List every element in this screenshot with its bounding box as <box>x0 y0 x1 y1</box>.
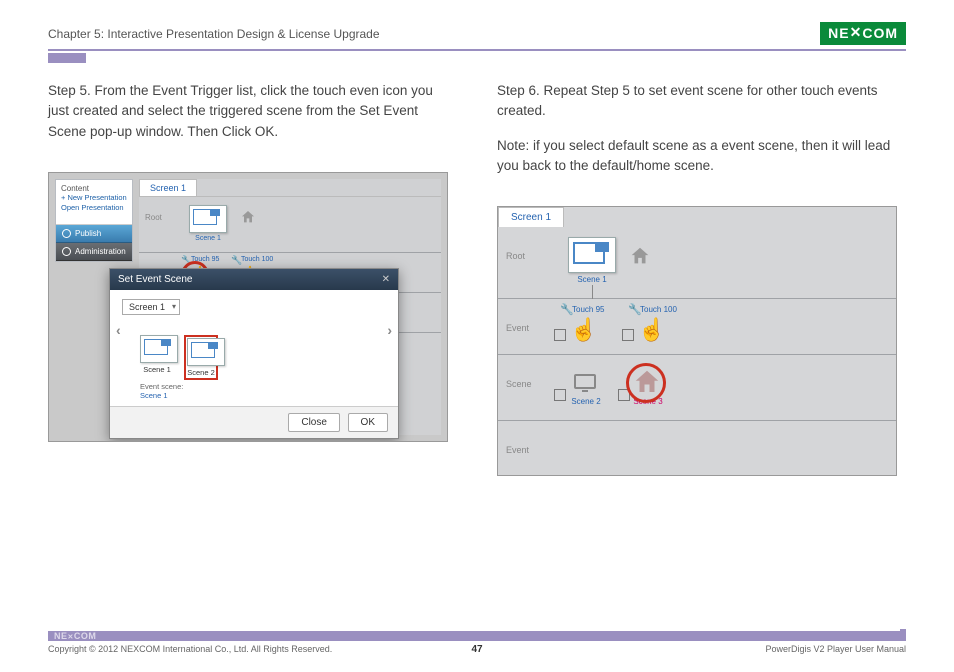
checkbox-icon[interactable] <box>622 329 634 341</box>
close-icon[interactable]: ✕ <box>382 274 390 285</box>
touch100-label: Touch 100 <box>241 256 273 263</box>
touch-hand-icon[interactable]: ☝ <box>570 317 597 343</box>
checkbox-icon[interactable] <box>554 329 566 341</box>
sidebar-admin-button[interactable]: Administration <box>56 243 132 261</box>
gear-icon <box>62 229 71 238</box>
home-icon <box>239 209 257 225</box>
close-button[interactable]: Close <box>288 413 340 432</box>
scene1-label: Scene 1 <box>189 235 227 242</box>
step5-text: Step 5. From the Event Trigger list, cli… <box>48 81 457 142</box>
brand-logo: NE✕COM <box>820 22 906 45</box>
screenshot-step6: Screen 1 Root Scene 1 Event 🔧 <box>497 206 897 476</box>
scene1-option[interactable]: Scene 1 <box>140 335 174 380</box>
sidebar-heading: Content <box>61 184 127 193</box>
prev-arrow[interactable]: ‹ <box>116 322 121 338</box>
touch100-label: Touch 100 <box>640 305 677 314</box>
set-event-scene-dialog: Set Event Scene ✕ Screen 1 ‹ › Scene 1 <box>109 268 399 439</box>
next-arrow[interactable]: › <box>387 322 392 338</box>
highlight-ring <box>626 363 666 403</box>
connector-line <box>592 285 593 299</box>
chapter-title: Chapter 5: Interactive Presentation Desi… <box>48 27 380 41</box>
tab-screen1[interactable]: Screen 1 <box>139 179 197 196</box>
checkbox-icon[interactable] <box>554 389 566 401</box>
gear-icon <box>62 247 71 256</box>
logo-text: NE✕COM <box>820 22 906 45</box>
scene1-thumb[interactable] <box>568 237 616 273</box>
row-label-event2: Event <box>506 445 529 455</box>
monitor-icon <box>570 371 600 395</box>
header-tab <box>48 53 86 63</box>
row-label-root: Root <box>145 213 162 222</box>
scene2-label: Scene 2 <box>566 397 606 406</box>
footer-bar: NE✕COM <box>48 631 906 641</box>
touch95-label: Touch 95 <box>572 305 604 314</box>
screen-select[interactable]: Screen 1 <box>122 299 180 315</box>
scene2-option-selected[interactable]: Scene 2 <box>184 335 218 380</box>
home-icon <box>628 245 652 267</box>
step6-note: Note: if you select default scene as a e… <box>497 136 906 177</box>
row-label-root: Root <box>506 251 525 261</box>
dialog-title: Set Event Scene <box>118 274 193 285</box>
event-scene-display: Event scene: Scene 1 <box>140 382 386 400</box>
step6-text: Step 6. Repeat Step 5 to set event scene… <box>497 81 906 122</box>
scene-thumb[interactable] <box>189 205 227 233</box>
footer-logo: NE✕COM <box>54 631 96 641</box>
scene1-label: Scene 1 <box>568 275 616 284</box>
tab-screen1[interactable]: Screen 1 <box>498 207 564 227</box>
touch-hand-icon[interactable]: ☝ <box>638 317 665 343</box>
screenshot-step5: Content + New Presentation Open Presenta… <box>48 172 448 442</box>
sidebar-link-open[interactable]: Open Presentation <box>61 203 127 214</box>
sidebar-link-new[interactable]: + New Presentation <box>61 193 127 204</box>
row-label-event: Event <box>506 323 529 333</box>
sidebar: Content + New Presentation Open Presenta… <box>55 179 133 262</box>
header-rule <box>48 49 906 51</box>
sidebar-publish-button[interactable]: Publish <box>56 225 132 243</box>
footer-squares <box>895 629 906 635</box>
page-number: 47 <box>48 644 906 655</box>
ok-button[interactable]: OK <box>348 413 388 432</box>
row-label-scene: Scene <box>506 379 532 389</box>
